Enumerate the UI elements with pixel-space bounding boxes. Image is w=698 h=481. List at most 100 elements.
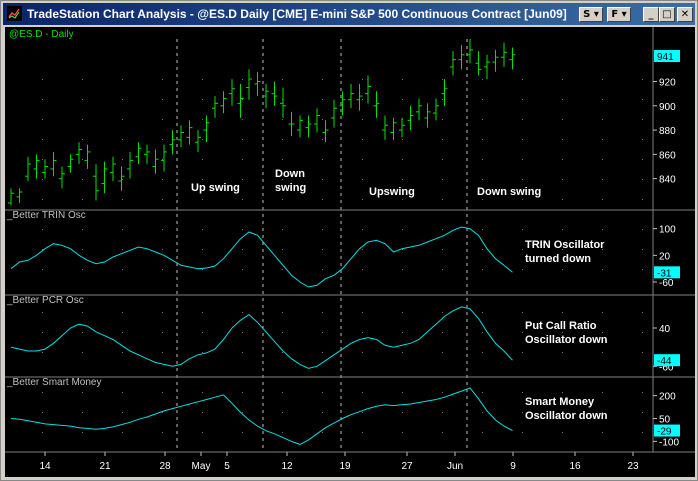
maximize-button[interactable]: □ bbox=[659, 7, 675, 22]
grid-dot bbox=[322, 312, 323, 313]
chart-area[interactable]: @ES.D - Daily _Better TRIN Osc _Better P… bbox=[5, 27, 695, 477]
dropdown-arrow-icon: ▾ bbox=[618, 9, 627, 20]
grid-dot bbox=[202, 99, 203, 100]
minimize-icon: _ bbox=[648, 9, 654, 20]
price-axis-label: 860 bbox=[659, 150, 676, 161]
grid-dot bbox=[42, 392, 43, 393]
grid-dot bbox=[202, 412, 203, 413]
grid-dot bbox=[362, 119, 363, 120]
smart-money-line bbox=[10, 387, 513, 445]
grid-dot bbox=[322, 332, 323, 333]
grid-dot bbox=[522, 332, 523, 333]
grid-dot bbox=[602, 249, 603, 250]
grid-dot bbox=[642, 332, 643, 333]
grid-dot bbox=[522, 229, 523, 230]
date-label: 9 bbox=[510, 461, 516, 472]
grid-dot bbox=[562, 99, 563, 100]
grid-dot bbox=[362, 249, 363, 250]
pcr-axis-label: -60 bbox=[659, 362, 674, 373]
grid-dot bbox=[282, 432, 283, 433]
grid-dot bbox=[602, 179, 603, 180]
grid-dot bbox=[602, 79, 603, 80]
grid-dot bbox=[242, 352, 243, 353]
grid-dot bbox=[82, 79, 83, 80]
sync-button[interactable]: S ▾ bbox=[579, 7, 603, 22]
grid-dot bbox=[242, 139, 243, 140]
close-button[interactable]: ✕ bbox=[677, 7, 693, 22]
date-label: 23 bbox=[627, 461, 639, 472]
trin-last-value-box bbox=[654, 266, 680, 279]
grid-dot bbox=[442, 229, 443, 230]
grid-dot bbox=[82, 99, 83, 100]
grid-dot bbox=[562, 352, 563, 353]
grid-dot bbox=[482, 139, 483, 140]
grid-dot bbox=[442, 119, 443, 120]
note-line: Oscillator down bbox=[525, 410, 608, 422]
grid-dot bbox=[482, 159, 483, 160]
chart-canvas[interactable]: @ES.D - Daily _Better TRIN Osc _Better P… bbox=[5, 27, 695, 477]
price-axis-label: 840 bbox=[659, 175, 676, 186]
trin-note: TRIN Oscillator turned down bbox=[525, 239, 605, 265]
grid-dot bbox=[202, 332, 203, 333]
grid-dot bbox=[482, 229, 483, 230]
grid-dot bbox=[82, 332, 83, 333]
grid-dot bbox=[642, 432, 643, 433]
grid-dot bbox=[162, 159, 163, 160]
grid-dot bbox=[642, 99, 643, 100]
grid-dot bbox=[322, 179, 323, 180]
grid-dot bbox=[122, 139, 123, 140]
grid-dot bbox=[402, 352, 403, 353]
grid-dot bbox=[562, 179, 563, 180]
grid-dot bbox=[82, 269, 83, 270]
grid-dot bbox=[562, 159, 563, 160]
grid-dot bbox=[562, 79, 563, 80]
grid-dot bbox=[42, 269, 43, 270]
grid-dot bbox=[202, 432, 203, 433]
grid-dot bbox=[322, 199, 323, 200]
last-price-label-box bbox=[654, 50, 680, 62]
grid-dot bbox=[642, 139, 643, 140]
grid-dot bbox=[122, 269, 123, 270]
date-label: 12 bbox=[281, 461, 293, 472]
smart-money-note: Smart Money Oscillator down bbox=[525, 396, 608, 422]
grid-dot bbox=[42, 139, 43, 140]
price-axis-label: 880 bbox=[659, 126, 676, 137]
grid-dot bbox=[82, 199, 83, 200]
grid-dot bbox=[482, 412, 483, 413]
grid-dot bbox=[402, 249, 403, 250]
grid-dot bbox=[482, 432, 483, 433]
grid-dot bbox=[282, 352, 283, 353]
grid-dot bbox=[442, 139, 443, 140]
annotation-upswing: Upswing bbox=[369, 186, 415, 198]
grid-dot bbox=[122, 119, 123, 120]
grid-dot bbox=[282, 199, 283, 200]
maximize-icon: □ bbox=[662, 9, 672, 20]
smart-money-axis-label: 50 bbox=[659, 415, 671, 426]
grid-dot bbox=[162, 269, 163, 270]
grid-dot bbox=[202, 119, 203, 120]
title-bar[interactable]: TradeStation Chart Analysis - @ES.D Dail… bbox=[3, 3, 695, 25]
grid-dot bbox=[522, 139, 523, 140]
grid-dot bbox=[402, 312, 403, 313]
grid-dot bbox=[482, 269, 483, 270]
date-label: 19 bbox=[339, 461, 351, 472]
grid-dot bbox=[122, 249, 123, 250]
grid-dot bbox=[82, 392, 83, 393]
grid-dot bbox=[562, 432, 563, 433]
grid-dot bbox=[322, 99, 323, 100]
last-price-label: 941 bbox=[657, 52, 674, 63]
grid-dot bbox=[242, 79, 243, 80]
grid-dot bbox=[162, 392, 163, 393]
date-label: 28 bbox=[159, 461, 171, 472]
grid-dot bbox=[242, 312, 243, 313]
date-label: 16 bbox=[569, 461, 581, 472]
grid-dot bbox=[122, 332, 123, 333]
grid-dot bbox=[162, 139, 163, 140]
grid-dot bbox=[202, 269, 203, 270]
format-button[interactable]: F ▾ bbox=[607, 7, 631, 22]
minimize-button[interactable]: _ bbox=[643, 7, 659, 22]
grid-dot bbox=[282, 79, 283, 80]
grid-dot bbox=[362, 392, 363, 393]
dropdown-arrow-icon: ▾ bbox=[590, 9, 599, 20]
grid-dot bbox=[322, 79, 323, 80]
